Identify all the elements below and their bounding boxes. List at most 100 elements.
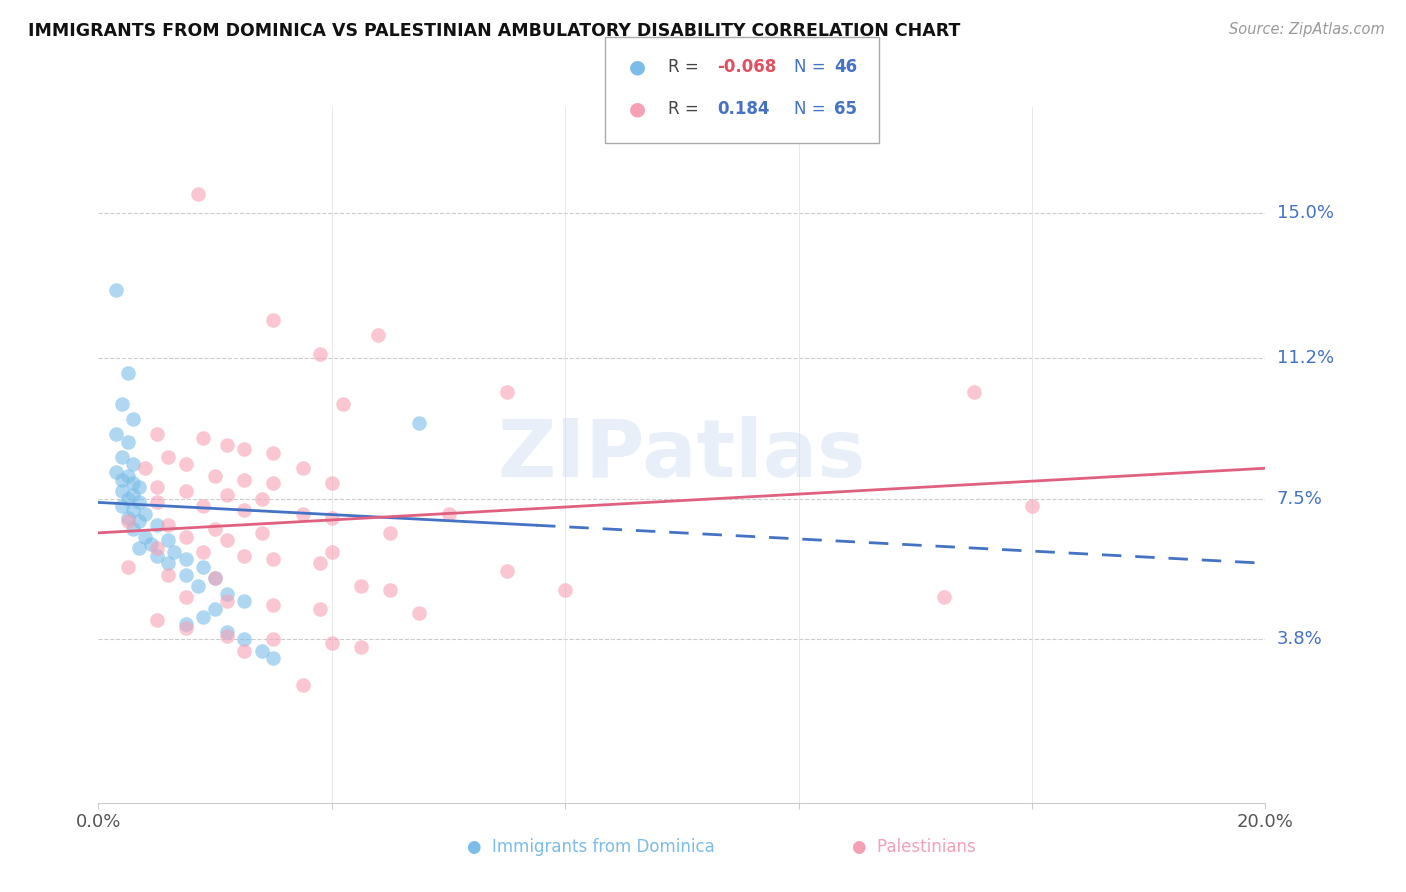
Point	[111, 500, 134, 514]
Point	[157, 556, 180, 570]
Point	[262, 476, 284, 491]
Point	[496, 385, 519, 400]
Point	[146, 480, 169, 494]
Point	[321, 636, 343, 650]
Text: 11.2%: 11.2%	[1277, 349, 1334, 367]
Text: 7.5%: 7.5%	[1277, 490, 1323, 508]
Point	[117, 560, 139, 574]
Point	[193, 431, 215, 445]
Point	[193, 545, 215, 559]
Point	[321, 476, 343, 491]
Point	[962, 385, 984, 400]
Point	[262, 632, 284, 647]
Text: -0.068: -0.068	[717, 58, 776, 76]
Point	[204, 602, 226, 616]
Point	[163, 545, 186, 559]
Point	[309, 347, 332, 361]
Point	[380, 525, 402, 540]
Point	[193, 560, 215, 574]
Point	[309, 602, 332, 616]
Point	[174, 591, 197, 605]
Point	[215, 488, 238, 502]
Text: ●  Immigrants from Dominica: ● Immigrants from Dominica	[467, 838, 714, 856]
Point	[174, 621, 197, 635]
Point	[250, 491, 273, 506]
Point	[146, 427, 169, 442]
Point	[204, 572, 226, 586]
Point	[233, 594, 256, 608]
Point	[1021, 500, 1043, 514]
Point	[174, 458, 197, 472]
Point	[117, 491, 139, 506]
Point	[174, 483, 197, 498]
Point	[187, 579, 209, 593]
Point	[380, 582, 402, 597]
Point	[215, 624, 238, 639]
Point	[139, 537, 162, 551]
Point	[128, 495, 150, 509]
Point	[193, 609, 215, 624]
Point	[233, 503, 256, 517]
Point	[309, 556, 332, 570]
Point	[233, 442, 256, 457]
Point	[204, 468, 226, 483]
Point	[174, 552, 197, 566]
Point	[128, 515, 150, 529]
Text: IMMIGRANTS FROM DOMINICA VS PALESTINIAN AMBULATORY DISABILITY CORRELATION CHART: IMMIGRANTS FROM DOMINICA VS PALESTINIAN …	[28, 22, 960, 40]
Point	[262, 651, 284, 665]
Text: ZIPatlas: ZIPatlas	[498, 416, 866, 494]
Point	[146, 613, 169, 627]
Text: ●  Palestinians: ● Palestinians	[852, 838, 976, 856]
Point	[187, 187, 209, 202]
Point	[291, 507, 314, 521]
Point	[104, 465, 127, 479]
Point	[117, 366, 139, 380]
Point	[204, 572, 226, 586]
Text: N =: N =	[794, 58, 831, 76]
Point	[104, 427, 127, 442]
Point	[104, 283, 127, 297]
Point	[215, 587, 238, 601]
Point	[157, 450, 180, 464]
Point	[122, 522, 145, 536]
Point	[146, 541, 169, 555]
Point	[122, 503, 145, 517]
Point	[111, 450, 134, 464]
Text: ●: ●	[628, 99, 645, 119]
Text: 3.8%: 3.8%	[1277, 631, 1322, 648]
Text: 0.184: 0.184	[717, 100, 769, 118]
Point	[496, 564, 519, 578]
Point	[367, 328, 389, 343]
Point	[157, 518, 180, 533]
Point	[233, 632, 256, 647]
Point	[350, 640, 373, 654]
Point	[321, 545, 343, 559]
Point	[215, 438, 238, 452]
Text: 46: 46	[834, 58, 856, 76]
Point	[111, 396, 134, 410]
Point	[321, 510, 343, 524]
Point	[146, 518, 169, 533]
Point	[233, 549, 256, 563]
Point	[408, 606, 430, 620]
Point	[408, 416, 430, 430]
Point	[134, 530, 156, 544]
Text: R =: R =	[668, 58, 704, 76]
Point	[332, 396, 354, 410]
Text: R =: R =	[668, 100, 704, 118]
Point	[262, 552, 284, 566]
Point	[134, 507, 156, 521]
Point	[157, 567, 180, 582]
Point	[174, 530, 197, 544]
Point	[250, 644, 273, 658]
Point	[128, 541, 150, 555]
Point	[122, 412, 145, 426]
Point	[157, 533, 180, 548]
Point	[146, 549, 169, 563]
Point	[122, 488, 145, 502]
Point	[215, 628, 238, 642]
Point	[250, 525, 273, 540]
Text: ●: ●	[628, 57, 645, 77]
Text: N =: N =	[794, 100, 831, 118]
Point	[204, 522, 226, 536]
